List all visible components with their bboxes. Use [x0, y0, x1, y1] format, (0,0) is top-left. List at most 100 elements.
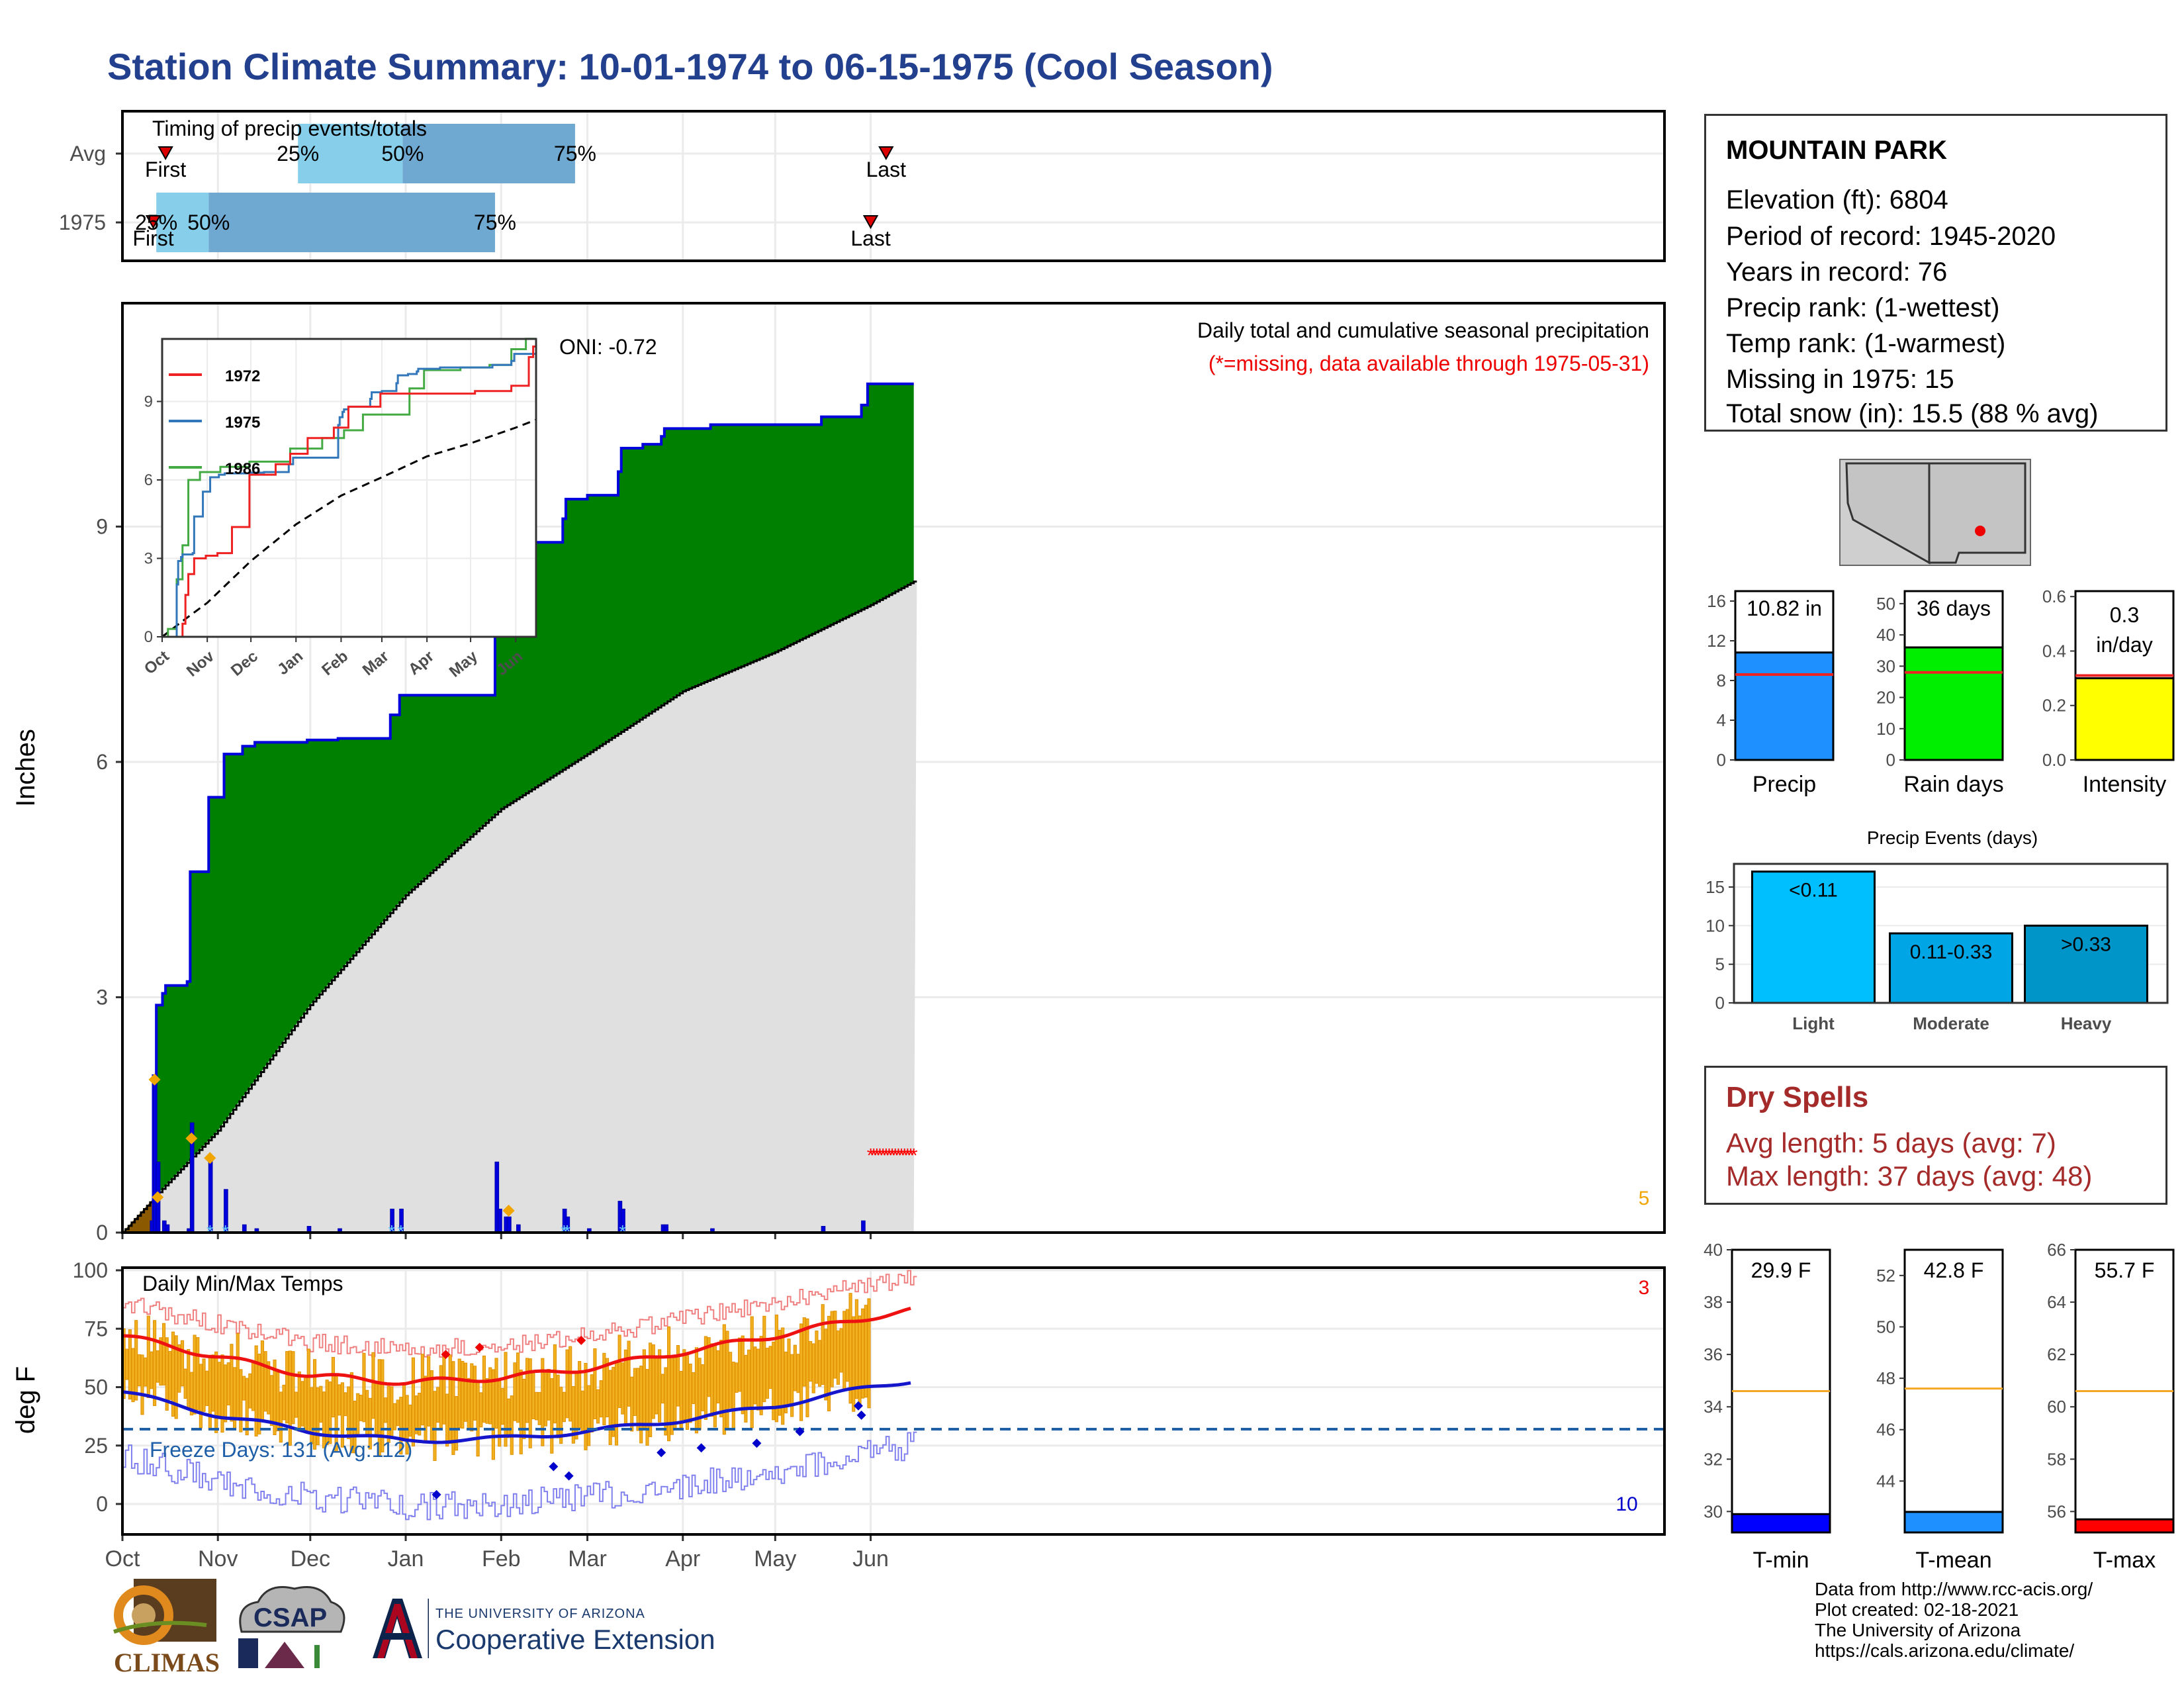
temp-daily-bar — [205, 1370, 209, 1406]
timing-quantile-label: 25% — [277, 142, 319, 165]
temp-daily-bar — [288, 1350, 292, 1446]
temp-daily-bar — [171, 1331, 175, 1417]
temp-average-min-line — [122, 1381, 911, 1444]
climas-logo-graphic: CLIMAS — [113, 1579, 220, 1677]
temp-summary-label: T-mean — [1915, 1548, 1991, 1573]
temp-daily-bar — [510, 1395, 514, 1455]
temp-daily-bar — [144, 1357, 148, 1387]
temp-daily-bar — [208, 1354, 212, 1431]
precip-y-tick-label: 6 — [96, 750, 108, 774]
temp-daily-bar — [153, 1320, 157, 1406]
temp-daily-bar — [725, 1331, 729, 1429]
temp-daily-bar — [658, 1349, 662, 1423]
temp-daily-bar — [226, 1362, 230, 1406]
temp-summary-tick-label: 30 — [1704, 1501, 1723, 1521]
precip-title: Daily total and cumulative seasonal prec… — [1197, 318, 1649, 342]
temp-average-max-line — [122, 1306, 911, 1386]
temp-daily-bar — [217, 1362, 221, 1419]
precip-panel-border — [121, 302, 1666, 1234]
temp-summary-tick-label: 46 — [1876, 1420, 1895, 1440]
temp-summary-label: T-min — [1753, 1548, 1809, 1573]
temp-record-low-marker — [549, 1462, 559, 1472]
temp-daily-bar — [319, 1385, 323, 1423]
summary-bar-value: 0.3 — [2110, 603, 2139, 627]
csap-logo-graphic: CSAP — [238, 1586, 345, 1668]
temp-daily-bar — [550, 1378, 554, 1454]
temp-daily-bar — [802, 1317, 806, 1387]
temp-daily-bar — [565, 1349, 569, 1419]
temp-daily-bar — [772, 1341, 776, 1421]
timing-title: Timing of precip events/totals — [152, 117, 427, 140]
precip-y-tick-label: 0 — [96, 1221, 108, 1244]
temp-daily-bar — [722, 1324, 726, 1435]
summary-bar-tick-label: 50 — [1876, 594, 1895, 614]
temp-daily-bar — [621, 1362, 625, 1415]
temp-record-low-marker — [795, 1427, 805, 1436]
events-bar-label: 0.11-0.33 — [1910, 941, 1993, 963]
temp-daily-bar — [193, 1335, 197, 1415]
precip-snow-marker — [204, 1152, 216, 1164]
summary-bar-fill — [2074, 677, 2175, 761]
events-bar — [1751, 870, 1876, 1004]
inset-series-1972 — [162, 346, 536, 638]
temp-daily-bar — [858, 1315, 862, 1408]
temp-daily-bar — [707, 1337, 711, 1397]
temp-daily-bar — [312, 1359, 317, 1450]
temp-daily-bar — [599, 1380, 603, 1418]
temp-daily-bar — [833, 1310, 837, 1379]
page-title: Station Climate Summary: 10-01-1974 to 0… — [107, 46, 1273, 87]
temp-daily-bar — [467, 1378, 471, 1428]
temp-daily-bar — [306, 1348, 310, 1432]
temp-daily-bar — [774, 1314, 778, 1423]
credit-line: Data from http://www.rcc-acis.org/ — [1815, 1579, 2093, 1599]
temp-daily-bar — [836, 1330, 841, 1385]
temp-daily-bar — [202, 1358, 206, 1412]
temp-daily-bar — [331, 1356, 336, 1418]
timing-row-label: 1975 — [59, 211, 106, 234]
temp-x-tick-label: Jan — [388, 1546, 424, 1571]
temp-summary-value: 42.8 F — [1924, 1258, 1984, 1282]
temp-daily-bar — [189, 1372, 194, 1416]
summary-bar-label: Rain days — [1903, 772, 2003, 797]
station-years: Years in record: 76 — [1726, 258, 1948, 287]
summary-bar-tick-label: 20 — [1876, 688, 1895, 708]
temp-x-tick-label: Feb — [482, 1546, 521, 1571]
timing-quantile-label: 50% — [187, 211, 230, 234]
temp-daily-bar — [852, 1316, 856, 1412]
temp-x-tick-label: Nov — [198, 1546, 238, 1571]
temp-summary-tick-label: 36 — [1704, 1344, 1723, 1364]
temp-record-high-count: 3 — [1639, 1277, 1650, 1299]
temp-daily-bar — [368, 1397, 372, 1450]
temp-daily-bar — [608, 1370, 612, 1445]
temp-record-low-line — [122, 1431, 917, 1521]
temp-daily-bar — [716, 1350, 720, 1404]
temp-y-tick-label: 0 — [96, 1492, 108, 1516]
precip-missing-marker: * — [895, 1145, 903, 1167]
temp-freeze-text: Freeze Days: 131 (Avg:112) — [150, 1438, 412, 1462]
temp-x-tick-label: Apr — [665, 1546, 700, 1571]
temp-daily-bar — [768, 1346, 772, 1389]
precip-missing-marker: * — [870, 1145, 878, 1167]
precip-missing-marker: * — [882, 1145, 890, 1167]
temp-daily-bar — [356, 1393, 360, 1436]
temp-daily-bar — [623, 1349, 628, 1427]
temp-daily-bar — [338, 1384, 341, 1416]
ua-a-logo — [373, 1599, 429, 1658]
temp-daily-bar — [830, 1311, 834, 1387]
temp-daily-bar — [488, 1367, 492, 1425]
summary-bar-tick-label: 0.4 — [2042, 641, 2066, 661]
temp-daily-bar — [239, 1369, 243, 1432]
temp-daily-bar — [494, 1358, 498, 1429]
temp-daily-bar — [590, 1374, 594, 1432]
temp-y-axis-label: deg F — [11, 1366, 40, 1434]
precip-y-axis-label: Inches — [11, 729, 40, 807]
temp-daily-bar — [371, 1352, 375, 1419]
temp-daily-bar — [260, 1340, 265, 1421]
temp-daily-bar — [636, 1368, 640, 1431]
inset-series-1975 — [162, 353, 536, 638]
temp-summary-tick-label: 64 — [2047, 1292, 2066, 1312]
temp-daily-bar — [297, 1371, 301, 1432]
credit-line: https://cals.arizona.edu/climate/ — [1815, 1640, 2075, 1661]
precip-daily-bar — [507, 1216, 512, 1233]
summary-bar-unit: in/day — [2096, 633, 2152, 657]
